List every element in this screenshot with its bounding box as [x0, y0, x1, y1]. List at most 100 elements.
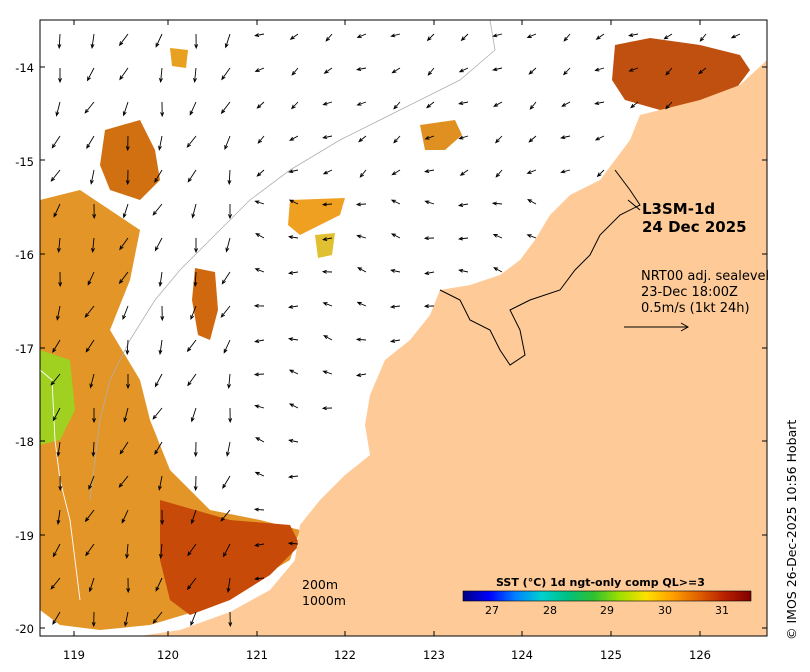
current-vector-arrow [323, 335, 333, 341]
current-vector-arrow [225, 441, 231, 457]
current-vector-arrow [253, 543, 265, 547]
current-vector-arrow [628, 33, 639, 37]
x-tick-label: 123 [423, 648, 445, 662]
current-vector-arrow [160, 509, 165, 526]
colorbar-title: SST (°C) 1d ngt-only comp QL>=3 [496, 576, 705, 589]
y-tick-label: -15 [15, 155, 34, 169]
current-vector-arrow [190, 305, 197, 321]
current-vector-arrow [154, 373, 163, 388]
current-vector-arrow [85, 543, 95, 557]
current-vector-arrow [287, 541, 299, 546]
current-vector-arrow [158, 135, 163, 151]
current-vector-arrow [220, 509, 231, 522]
current-vector-arrow [291, 101, 299, 110]
current-vector-arrow [628, 67, 639, 72]
current-vector-arrow [492, 67, 503, 72]
current-vector-arrow [492, 33, 503, 38]
current-vector-arrow [189, 101, 197, 116]
current-vector-arrow [119, 441, 129, 455]
vector-source: NRT00 adj. sealevel [641, 269, 770, 284]
current-vector-arrow [390, 199, 401, 205]
x-tick-label: 124 [511, 648, 533, 662]
current-vector-arrow [560, 169, 571, 174]
current-vector-arrow [52, 339, 61, 353]
current-vector-arrow [51, 135, 61, 149]
current-vector-arrow [224, 135, 231, 151]
current-vector-arrow [288, 199, 299, 205]
sst-patch-small-a [288, 198, 345, 235]
land-mass [140, 20, 767, 636]
current-vector-arrow [257, 135, 265, 144]
current-vector-arrow [118, 475, 129, 488]
current-vector-arrow [426, 33, 435, 42]
current-vector-arrow [91, 441, 96, 458]
current-vector-arrow [288, 403, 299, 409]
current-vector-arrow [223, 339, 231, 354]
current-vector-arrow [254, 67, 265, 72]
sst-patch-small-c [170, 48, 188, 68]
current-vector-arrow [322, 135, 333, 140]
product-date: 24 Dec 2025 [642, 218, 747, 236]
current-vector-arrow [356, 67, 367, 71]
current-vector-arrow [92, 408, 97, 424]
current-vector-arrow [253, 507, 265, 512]
current-vector-arrow [118, 271, 129, 285]
current-vector-arrow [227, 204, 233, 220]
current-vector-arrow [697, 67, 707, 75]
current-vector-arrow [528, 135, 537, 143]
current-vector-arrow [90, 33, 95, 50]
product-pointer [627, 199, 641, 211]
current-vector-arrow [288, 369, 299, 375]
current-vector-arrow [52, 407, 61, 422]
x-tick-label: 121 [246, 648, 268, 662]
x-tick-label: 126 [689, 648, 711, 662]
current-vector-arrow [187, 169, 197, 183]
current-vector-arrow [118, 33, 129, 47]
current-vector-arrow [52, 543, 61, 558]
current-vectors [50, 33, 741, 628]
current-vector-arrow [389, 339, 401, 343]
current-vector-arrow [121, 509, 129, 524]
current-vector-arrow [125, 135, 130, 152]
current-vector-arrow [125, 169, 130, 186]
current-vector-arrow [355, 373, 367, 377]
current-vector-arrow [356, 33, 367, 38]
current-vector-arrow [526, 234, 537, 239]
current-vector-arrow [227, 169, 232, 186]
current-vector-arrow [491, 201, 503, 206]
current-vector-arrow [322, 302, 333, 307]
current-vector-arrow [427, 67, 435, 76]
current-vector-arrow [594, 101, 605, 106]
x-axis-ticks [73, 20, 701, 636]
current-vector-arrow [191, 203, 197, 219]
current-vector-arrow [86, 67, 95, 82]
current-vector-arrow [92, 203, 97, 220]
current-vector-arrow [158, 543, 163, 560]
current-vector-arrow [158, 271, 163, 288]
current-vector-arrow [595, 33, 605, 40]
current-vector-arrow [225, 237, 231, 253]
current-vector-arrow [226, 577, 231, 594]
x-tick-label: 125 [600, 648, 622, 662]
current-vector-arrow [50, 577, 61, 590]
current-vector-arrow [254, 339, 265, 343]
y-tick-label: -18 [15, 435, 34, 449]
current-vector-arrow [254, 200, 265, 205]
current-vector-arrow [255, 437, 265, 443]
current-vector-arrow [459, 169, 469, 176]
current-vector-arrow [460, 33, 469, 42]
colorbar-tick: 27 [485, 604, 499, 617]
current-vector-arrow [154, 169, 163, 183]
current-vector-arrow [193, 67, 197, 84]
sst-patch-northeast [612, 38, 750, 110]
current-vector-arrow [256, 169, 265, 177]
current-vector-arrow [158, 339, 163, 356]
current-vector-arrow [221, 271, 231, 285]
product-name: L3SM-1d [642, 200, 716, 218]
current-vector-arrow [254, 268, 265, 273]
current-vector-arrow [50, 373, 61, 386]
current-vector-arrow [457, 203, 469, 207]
current-vector-arrow [256, 101, 265, 109]
current-vector-arrow [288, 438, 299, 443]
